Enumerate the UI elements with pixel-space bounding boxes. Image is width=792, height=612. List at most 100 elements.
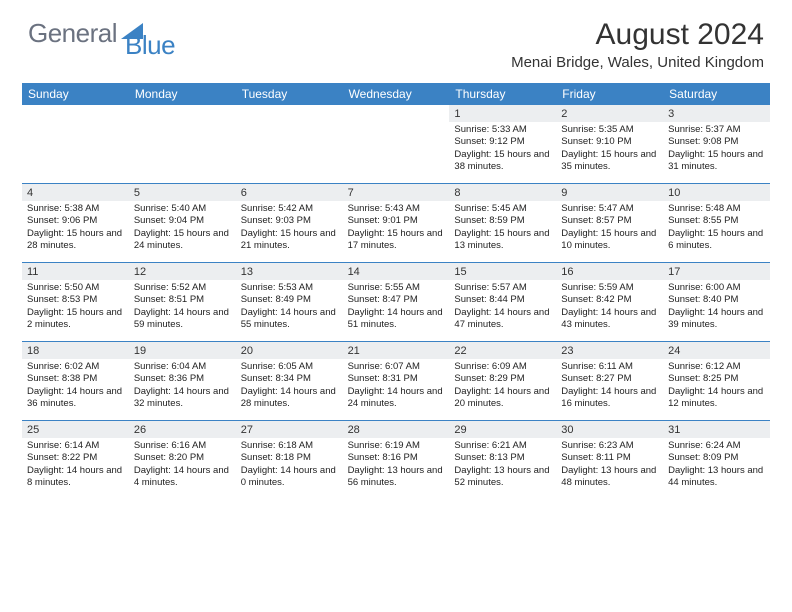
- day-number: 16: [556, 263, 663, 280]
- day-details: Sunrise: 6:07 AMSunset: 8:31 PMDaylight:…: [343, 359, 450, 414]
- day-number: 28: [343, 421, 450, 438]
- week-row: 4Sunrise: 5:38 AMSunset: 9:06 PMDaylight…: [22, 183, 770, 262]
- day-cell: 5Sunrise: 5:40 AMSunset: 9:04 PMDaylight…: [129, 184, 236, 262]
- day-details: Sunrise: 6:12 AMSunset: 8:25 PMDaylight:…: [663, 359, 770, 414]
- day-details: Sunrise: 6:14 AMSunset: 8:22 PMDaylight:…: [22, 438, 129, 493]
- sunset-line: Sunset: 8:47 PM: [348, 294, 445, 306]
- sunrise-line: Sunrise: 5:48 AM: [668, 203, 765, 215]
- sunrise-line: Sunrise: 5:53 AM: [241, 282, 338, 294]
- day-number: 26: [129, 421, 236, 438]
- logo-text-blue: Blue: [125, 30, 175, 61]
- day-cell: 17Sunrise: 6:00 AMSunset: 8:40 PMDayligh…: [663, 263, 770, 341]
- day-number: 12: [129, 263, 236, 280]
- day-details: Sunrise: 6:05 AMSunset: 8:34 PMDaylight:…: [236, 359, 343, 414]
- daylight-line: Daylight: 15 hours and 17 minutes.: [348, 228, 445, 253]
- sunrise-line: Sunrise: 6:11 AM: [561, 361, 658, 373]
- day-cell: 7Sunrise: 5:43 AMSunset: 9:01 PMDaylight…: [343, 184, 450, 262]
- day-cell: 14Sunrise: 5:55 AMSunset: 8:47 PMDayligh…: [343, 263, 450, 341]
- day-cell: 11Sunrise: 5:50 AMSunset: 8:53 PMDayligh…: [22, 263, 129, 341]
- daylight-line: Daylight: 14 hours and 12 minutes.: [668, 386, 765, 411]
- sunrise-line: Sunrise: 6:04 AM: [134, 361, 231, 373]
- sunset-line: Sunset: 8:57 PM: [561, 215, 658, 227]
- sunset-line: Sunset: 8:27 PM: [561, 373, 658, 385]
- day-details: Sunrise: 6:24 AMSunset: 8:09 PMDaylight:…: [663, 438, 770, 493]
- sunset-line: Sunset: 8:11 PM: [561, 452, 658, 464]
- sunrise-line: Sunrise: 5:50 AM: [27, 282, 124, 294]
- day-number: 5: [129, 184, 236, 201]
- sunset-line: Sunset: 8:40 PM: [668, 294, 765, 306]
- day-cell: 28Sunrise: 6:19 AMSunset: 8:16 PMDayligh…: [343, 421, 450, 499]
- sunset-line: Sunset: 9:08 PM: [668, 136, 765, 148]
- sunset-line: Sunset: 8:09 PM: [668, 452, 765, 464]
- day-details: Sunrise: 6:09 AMSunset: 8:29 PMDaylight:…: [449, 359, 556, 414]
- day-details: Sunrise: 5:40 AMSunset: 9:04 PMDaylight:…: [129, 201, 236, 256]
- sunrise-line: Sunrise: 5:37 AM: [668, 124, 765, 136]
- day-cell: 13Sunrise: 5:53 AMSunset: 8:49 PMDayligh…: [236, 263, 343, 341]
- sunrise-line: Sunrise: 6:24 AM: [668, 440, 765, 452]
- daylight-line: Daylight: 13 hours and 52 minutes.: [454, 465, 551, 490]
- day-details: Sunrise: 5:53 AMSunset: 8:49 PMDaylight:…: [236, 280, 343, 335]
- day-details: Sunrise: 6:11 AMSunset: 8:27 PMDaylight:…: [556, 359, 663, 414]
- sunset-line: Sunset: 9:10 PM: [561, 136, 658, 148]
- day-number: 21: [343, 342, 450, 359]
- sunset-line: Sunset: 9:04 PM: [134, 215, 231, 227]
- day-cell: 16Sunrise: 5:59 AMSunset: 8:42 PMDayligh…: [556, 263, 663, 341]
- day-number: 25: [22, 421, 129, 438]
- daylight-line: Daylight: 15 hours and 13 minutes.: [454, 228, 551, 253]
- daylight-line: Daylight: 14 hours and 16 minutes.: [561, 386, 658, 411]
- day-cell: 18Sunrise: 6:02 AMSunset: 8:38 PMDayligh…: [22, 342, 129, 420]
- day-cell: 25Sunrise: 6:14 AMSunset: 8:22 PMDayligh…: [22, 421, 129, 499]
- day-details: Sunrise: 5:55 AMSunset: 8:47 PMDaylight:…: [343, 280, 450, 335]
- daylight-line: Daylight: 15 hours and 21 minutes.: [241, 228, 338, 253]
- sunrise-line: Sunrise: 6:07 AM: [348, 361, 445, 373]
- day-cell: 24Sunrise: 6:12 AMSunset: 8:25 PMDayligh…: [663, 342, 770, 420]
- sunrise-line: Sunrise: 5:47 AM: [561, 203, 658, 215]
- day-cell: 31Sunrise: 6:24 AMSunset: 8:09 PMDayligh…: [663, 421, 770, 499]
- sunset-line: Sunset: 8:53 PM: [27, 294, 124, 306]
- week-row: 18Sunrise: 6:02 AMSunset: 8:38 PMDayligh…: [22, 341, 770, 420]
- sunrise-line: Sunrise: 6:18 AM: [241, 440, 338, 452]
- daylight-line: Daylight: 15 hours and 35 minutes.: [561, 149, 658, 174]
- daylight-line: Daylight: 14 hours and 36 minutes.: [27, 386, 124, 411]
- day-number: 14: [343, 263, 450, 280]
- month-title: August 2024: [511, 18, 764, 52]
- daylight-line: Daylight: 14 hours and 47 minutes.: [454, 307, 551, 332]
- day-details: Sunrise: 5:43 AMSunset: 9:01 PMDaylight:…: [343, 201, 450, 256]
- day-details: Sunrise: 5:50 AMSunset: 8:53 PMDaylight:…: [22, 280, 129, 335]
- weekday-header-sunday: Sunday: [22, 83, 129, 105]
- day-cell: 6Sunrise: 5:42 AMSunset: 9:03 PMDaylight…: [236, 184, 343, 262]
- sunset-line: Sunset: 9:12 PM: [454, 136, 551, 148]
- day-number: 1: [449, 105, 556, 122]
- day-number: 17: [663, 263, 770, 280]
- sunrise-line: Sunrise: 5:55 AM: [348, 282, 445, 294]
- day-number: 9: [556, 184, 663, 201]
- sunset-line: Sunset: 8:18 PM: [241, 452, 338, 464]
- daylight-line: Daylight: 14 hours and 8 minutes.: [27, 465, 124, 490]
- header: General Blue August 2024 Menai Bridge, W…: [0, 0, 792, 71]
- sunset-line: Sunset: 8:38 PM: [27, 373, 124, 385]
- calendar: SundayMondayTuesdayWednesdayThursdayFrid…: [22, 83, 770, 499]
- day-cell: 19Sunrise: 6:04 AMSunset: 8:36 PMDayligh…: [129, 342, 236, 420]
- day-cell: 10Sunrise: 5:48 AMSunset: 8:55 PMDayligh…: [663, 184, 770, 262]
- sunset-line: Sunset: 8:42 PM: [561, 294, 658, 306]
- day-cell: 27Sunrise: 6:18 AMSunset: 8:18 PMDayligh…: [236, 421, 343, 499]
- day-cell: 1Sunrise: 5:33 AMSunset: 9:12 PMDaylight…: [449, 105, 556, 183]
- sunrise-line: Sunrise: 6:00 AM: [668, 282, 765, 294]
- sunrise-line: Sunrise: 5:40 AM: [134, 203, 231, 215]
- sunrise-line: Sunrise: 5:35 AM: [561, 124, 658, 136]
- day-details: Sunrise: 5:38 AMSunset: 9:06 PMDaylight:…: [22, 201, 129, 256]
- sunrise-line: Sunrise: 5:38 AM: [27, 203, 124, 215]
- sunset-line: Sunset: 8:16 PM: [348, 452, 445, 464]
- weekday-header-monday: Monday: [129, 83, 236, 105]
- day-number: 15: [449, 263, 556, 280]
- sunrise-line: Sunrise: 6:19 AM: [348, 440, 445, 452]
- day-details: Sunrise: 6:00 AMSunset: 8:40 PMDaylight:…: [663, 280, 770, 335]
- day-number: 27: [236, 421, 343, 438]
- day-number: 4: [22, 184, 129, 201]
- day-cell: 29Sunrise: 6:21 AMSunset: 8:13 PMDayligh…: [449, 421, 556, 499]
- daylight-line: Daylight: 13 hours and 48 minutes.: [561, 465, 658, 490]
- day-details: Sunrise: 5:33 AMSunset: 9:12 PMDaylight:…: [449, 122, 556, 177]
- day-details: Sunrise: 5:52 AMSunset: 8:51 PMDaylight:…: [129, 280, 236, 335]
- sunset-line: Sunset: 8:22 PM: [27, 452, 124, 464]
- day-cell: 15Sunrise: 5:57 AMSunset: 8:44 PMDayligh…: [449, 263, 556, 341]
